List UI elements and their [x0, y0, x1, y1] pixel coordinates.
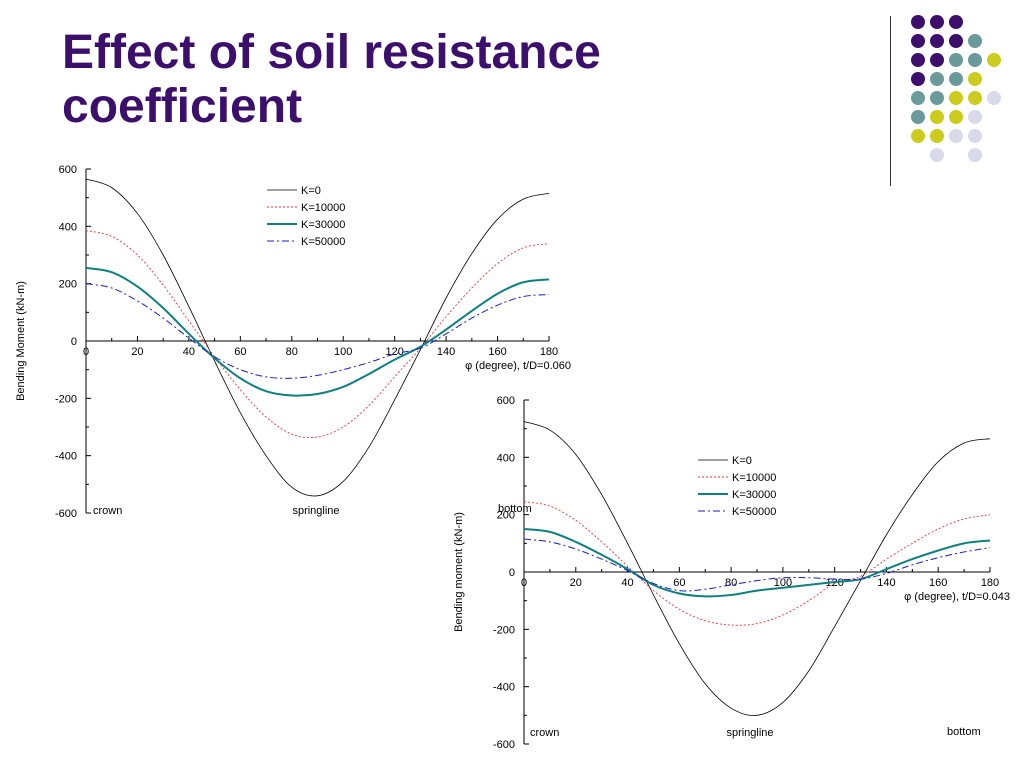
y-tick-label: -600	[55, 508, 77, 520]
decorative-dot-grid	[911, 15, 1001, 162]
decorative-dot	[949, 34, 963, 48]
decorative-dot	[949, 53, 963, 67]
annotation-bottom: bottom	[498, 503, 532, 515]
legend-label: K=0	[732, 455, 752, 467]
y-tick-label: 200	[59, 279, 77, 291]
legend-label: K=30000	[301, 219, 345, 231]
series-line-k-10000	[85, 230, 550, 439]
decorative-dot	[930, 15, 944, 29]
x-tick-label: 40	[183, 346, 195, 358]
decorative-dot	[968, 91, 982, 105]
legend-label: K=50000	[301, 236, 345, 248]
y-tick-label: -600	[493, 739, 515, 751]
y-tick-label: -200	[55, 393, 77, 405]
decorative-divider	[890, 16, 891, 186]
decorative-dot	[930, 110, 944, 124]
decorative-dot	[968, 129, 982, 143]
y-axis-title: Bending Moment (kN-m)	[15, 281, 27, 401]
decorative-dot	[930, 148, 944, 162]
series-line-k-50000	[85, 283, 550, 379]
series-line-k-50000	[523, 538, 991, 592]
decorative-dot	[911, 34, 925, 48]
decorative-dot	[930, 53, 944, 67]
x-tick-label: 140	[877, 577, 895, 589]
y-tick-label: 600	[59, 164, 77, 176]
decorative-dot	[968, 148, 982, 162]
y-tick-label: 400	[59, 221, 77, 233]
series-line-k-0	[85, 178, 550, 497]
decorative-dot	[911, 91, 925, 105]
series-line-k-30000	[85, 266, 550, 397]
decorative-dot	[987, 53, 1001, 67]
annotation-springline: springline	[726, 727, 773, 739]
x-tick-label: 80	[286, 346, 298, 358]
x-tick-label: 60	[234, 346, 246, 358]
legend-label: K=30000	[732, 489, 776, 501]
x-tick-label: 60	[673, 577, 685, 589]
decorative-dot	[930, 129, 944, 143]
annotation-bottom: bottom	[947, 726, 981, 738]
decorative-dot	[930, 34, 944, 48]
legend-label: K=10000	[732, 472, 776, 484]
y-tick-label: 0	[509, 567, 515, 579]
x-tick-label: 160	[929, 577, 947, 589]
decorative-dot	[949, 110, 963, 124]
x-tick-label: 40	[621, 577, 633, 589]
decorative-dot	[968, 110, 982, 124]
decorative-dot	[930, 91, 944, 105]
decorative-dot	[949, 129, 963, 143]
decorative-dot	[987, 91, 1001, 105]
y-tick-label: 200	[497, 510, 515, 522]
annotation-crown: crown	[530, 727, 559, 739]
x-tick-label: 100	[774, 577, 792, 589]
legend-label: K=10000	[301, 202, 345, 214]
series-line-k-30000	[523, 528, 991, 598]
decorative-dot	[949, 15, 963, 29]
x-tick-label: 180	[981, 577, 999, 589]
decorative-dot	[968, 72, 982, 86]
y-tick-label: -400	[493, 682, 515, 694]
decorative-dot	[949, 72, 963, 86]
x-tick-label: 180	[540, 346, 558, 358]
x-tick-label: 100	[334, 346, 352, 358]
x-tick-label: 0	[83, 346, 89, 358]
decorative-dot	[911, 110, 925, 124]
series-line-k-10000	[523, 501, 991, 626]
y-tick-label: 400	[497, 452, 515, 464]
annotation-crown: crown	[93, 505, 122, 517]
decorative-dot	[968, 34, 982, 48]
decorative-dot	[949, 91, 963, 105]
y-tick-label: -400	[55, 451, 77, 463]
x-tick-label: 0	[521, 577, 527, 589]
decorative-dot	[911, 72, 925, 86]
x-tick-label: 20	[131, 346, 143, 358]
series-line-k-0	[523, 421, 991, 716]
x-axis-title: φ (degree), t/D=0.060	[465, 360, 571, 372]
decorative-dot	[911, 53, 925, 67]
x-tick-label: 80	[725, 577, 737, 589]
legend-label: K=50000	[732, 506, 776, 518]
x-axis-title: φ (degree), t/D=0.043	[904, 591, 1010, 603]
y-tick-label: 0	[71, 336, 77, 348]
y-axis-title: Bending moment (kN-m)	[453, 512, 465, 632]
x-tick-label: 140	[437, 346, 455, 358]
y-tick-label: 600	[497, 395, 515, 407]
slide-title: Effect of soil resistance coefficient	[62, 26, 762, 134]
decorative-dot	[968, 53, 982, 67]
x-tick-label: 160	[488, 346, 506, 358]
y-tick-label: -200	[493, 624, 515, 636]
title-line-2: coefficient	[62, 80, 303, 133]
decorative-dot	[911, 129, 925, 143]
legend-label: K=0	[301, 185, 321, 197]
decorative-dot	[930, 72, 944, 86]
x-tick-label: 20	[570, 577, 582, 589]
decorative-dot	[911, 15, 925, 29]
annotation-springline: springline	[292, 505, 339, 517]
title-line-1: Effect of soil resistance	[62, 26, 601, 79]
